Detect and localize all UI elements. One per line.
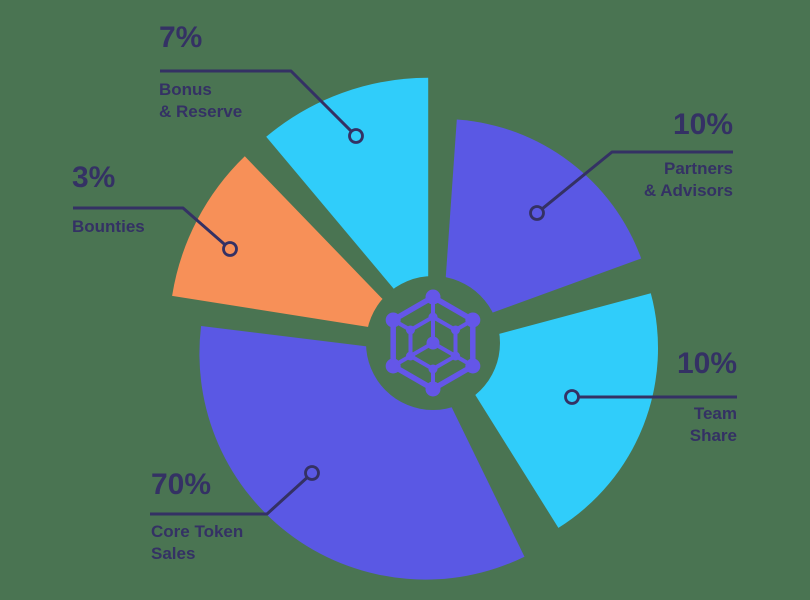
callout-partners-advisors-label: Partners & Advisors [643, 159, 733, 201]
pie-slice-core-token-sales [199, 326, 525, 580]
leader-line-partners-advisors [541, 150, 733, 210]
leader-ring-bounties [222, 241, 238, 257]
callout-core-token-sales-percent: 70% [151, 468, 212, 501]
pie-slice-partners-advisors [442, 119, 642, 331]
leader-ring-team-share [564, 389, 580, 405]
leader-line-bonus-reserve [160, 69, 352, 132]
network-hexagon-icon [385, 289, 481, 397]
leader-line-core-token-sales [150, 476, 308, 516]
callout-partners-advisors-percent: 10% [672, 108, 733, 141]
leader-ring-bonus-reserve [348, 128, 364, 144]
callout-team-share-percent: 10% [676, 347, 737, 380]
callout-bounties-label: Bounties [72, 217, 145, 236]
callout-bonus-reserve-percent: 7% [159, 21, 203, 54]
pie-slice-bonus-reserve [266, 77, 429, 330]
callout-bonus-reserve-label: Bonus & Reserve [159, 80, 243, 122]
pie-slice-bounties [172, 156, 417, 335]
leader-line-bounties [73, 206, 226, 246]
leader-ring-partners-advisors [529, 205, 545, 221]
callout-bounties-percent: 3% [72, 161, 116, 194]
callout-core-token-sales-label: Core Token Sales [151, 522, 244, 564]
callout-team-share-label: Team Share [689, 404, 737, 446]
leader-ring-core-token-sales [304, 465, 320, 481]
